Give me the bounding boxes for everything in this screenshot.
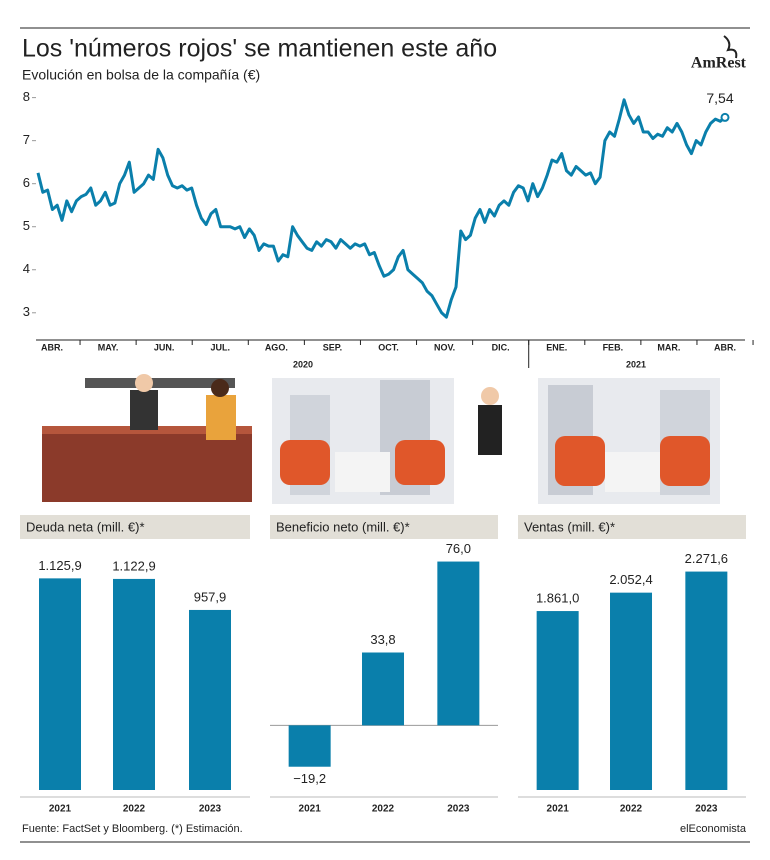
y-tick-label: 7 xyxy=(23,132,30,147)
table xyxy=(335,452,390,492)
month-label: ABR. xyxy=(41,342,63,352)
end-label: 7,54 xyxy=(706,90,733,106)
logo: AmRest xyxy=(691,55,747,72)
panel-header xyxy=(518,515,746,539)
bar xyxy=(437,561,480,726)
x-tick-label: 2022 xyxy=(620,804,643,815)
month-label: JUN. xyxy=(154,342,175,352)
year-label: 2021 xyxy=(626,359,646,369)
y-tick-label: 5 xyxy=(23,218,30,233)
panel-title: Beneficio neto (mill. €)* xyxy=(276,519,410,534)
x-tick-label: 2021 xyxy=(49,804,72,815)
bar xyxy=(536,611,579,790)
source: Fuente: FactSet y Bloomberg. (*) Estimac… xyxy=(22,823,243,835)
panel-title: Ventas (mill. €)* xyxy=(524,519,615,534)
bar xyxy=(39,578,81,790)
value-label: 1.122,9 xyxy=(112,558,155,573)
panel-header xyxy=(20,515,250,539)
value-label: 1.861,0 xyxy=(536,590,579,605)
title: Los 'números rojos' se mantienen este añ… xyxy=(22,35,497,63)
bar xyxy=(189,609,231,790)
logo-icon xyxy=(723,35,738,59)
bar-counter xyxy=(42,430,252,502)
value-label: 957,9 xyxy=(194,589,227,604)
waiter-head xyxy=(481,387,499,405)
year-label: 2020 xyxy=(293,359,313,369)
end-point xyxy=(720,112,730,122)
subtitle: Evolución en bolsa de la compañía (€) xyxy=(22,67,260,83)
month-label: ENE. xyxy=(546,342,567,352)
month-label: SEP. xyxy=(323,342,342,352)
value-label: 2.271,6 xyxy=(685,551,728,566)
month-label: NOV. xyxy=(434,342,455,352)
panel-title: Deuda neta (mill. €)* xyxy=(26,519,145,534)
brand: elEconomista xyxy=(680,823,747,835)
x-tick-label: 2022 xyxy=(123,804,146,815)
month-label: MAY. xyxy=(98,342,119,352)
value-label: 2.052,4 xyxy=(609,572,652,587)
x-tick-label: 2023 xyxy=(695,804,718,815)
value-label: 76,0 xyxy=(446,541,471,556)
x-tick-label: 2021 xyxy=(299,804,322,815)
x-tick-label: 2023 xyxy=(447,804,470,815)
shelf xyxy=(85,378,235,388)
bar xyxy=(685,571,728,790)
illustrations xyxy=(42,374,720,504)
bar xyxy=(362,652,405,726)
month-label: FEB. xyxy=(603,342,624,352)
chair xyxy=(555,436,605,486)
value-label: −19,2 xyxy=(293,771,326,786)
x-tick-label: 2023 xyxy=(199,804,222,815)
waiter xyxy=(478,405,502,455)
bar xyxy=(288,725,331,767)
y-tick-label: 4 xyxy=(23,261,30,276)
x-tick-label: 2022 xyxy=(372,804,395,815)
chair xyxy=(660,436,710,486)
month-label: MAR. xyxy=(657,342,680,352)
value-label: 1.125,9 xyxy=(38,558,81,573)
customer xyxy=(206,395,236,440)
bartender-head xyxy=(135,374,153,392)
value-label: 33,8 xyxy=(370,632,395,647)
y-tick-label: 6 xyxy=(23,175,30,190)
x-tick-label: 2021 xyxy=(547,804,570,815)
chair xyxy=(395,440,445,485)
bar xyxy=(113,578,155,790)
month-label: OCT. xyxy=(378,342,399,352)
chair xyxy=(280,440,330,485)
month-label: DIC. xyxy=(492,342,510,352)
table xyxy=(605,452,660,492)
bar xyxy=(610,592,653,790)
y-tick-label: 3 xyxy=(23,304,30,319)
month-label: ABR. xyxy=(714,342,736,352)
month-label: AGO. xyxy=(265,342,288,352)
y-tick-label: 8 xyxy=(23,89,30,104)
price-line xyxy=(36,98,726,319)
customer-head xyxy=(211,379,229,397)
bartender xyxy=(130,390,158,430)
panel-header xyxy=(270,515,498,539)
month-label: JUL. xyxy=(210,342,230,352)
